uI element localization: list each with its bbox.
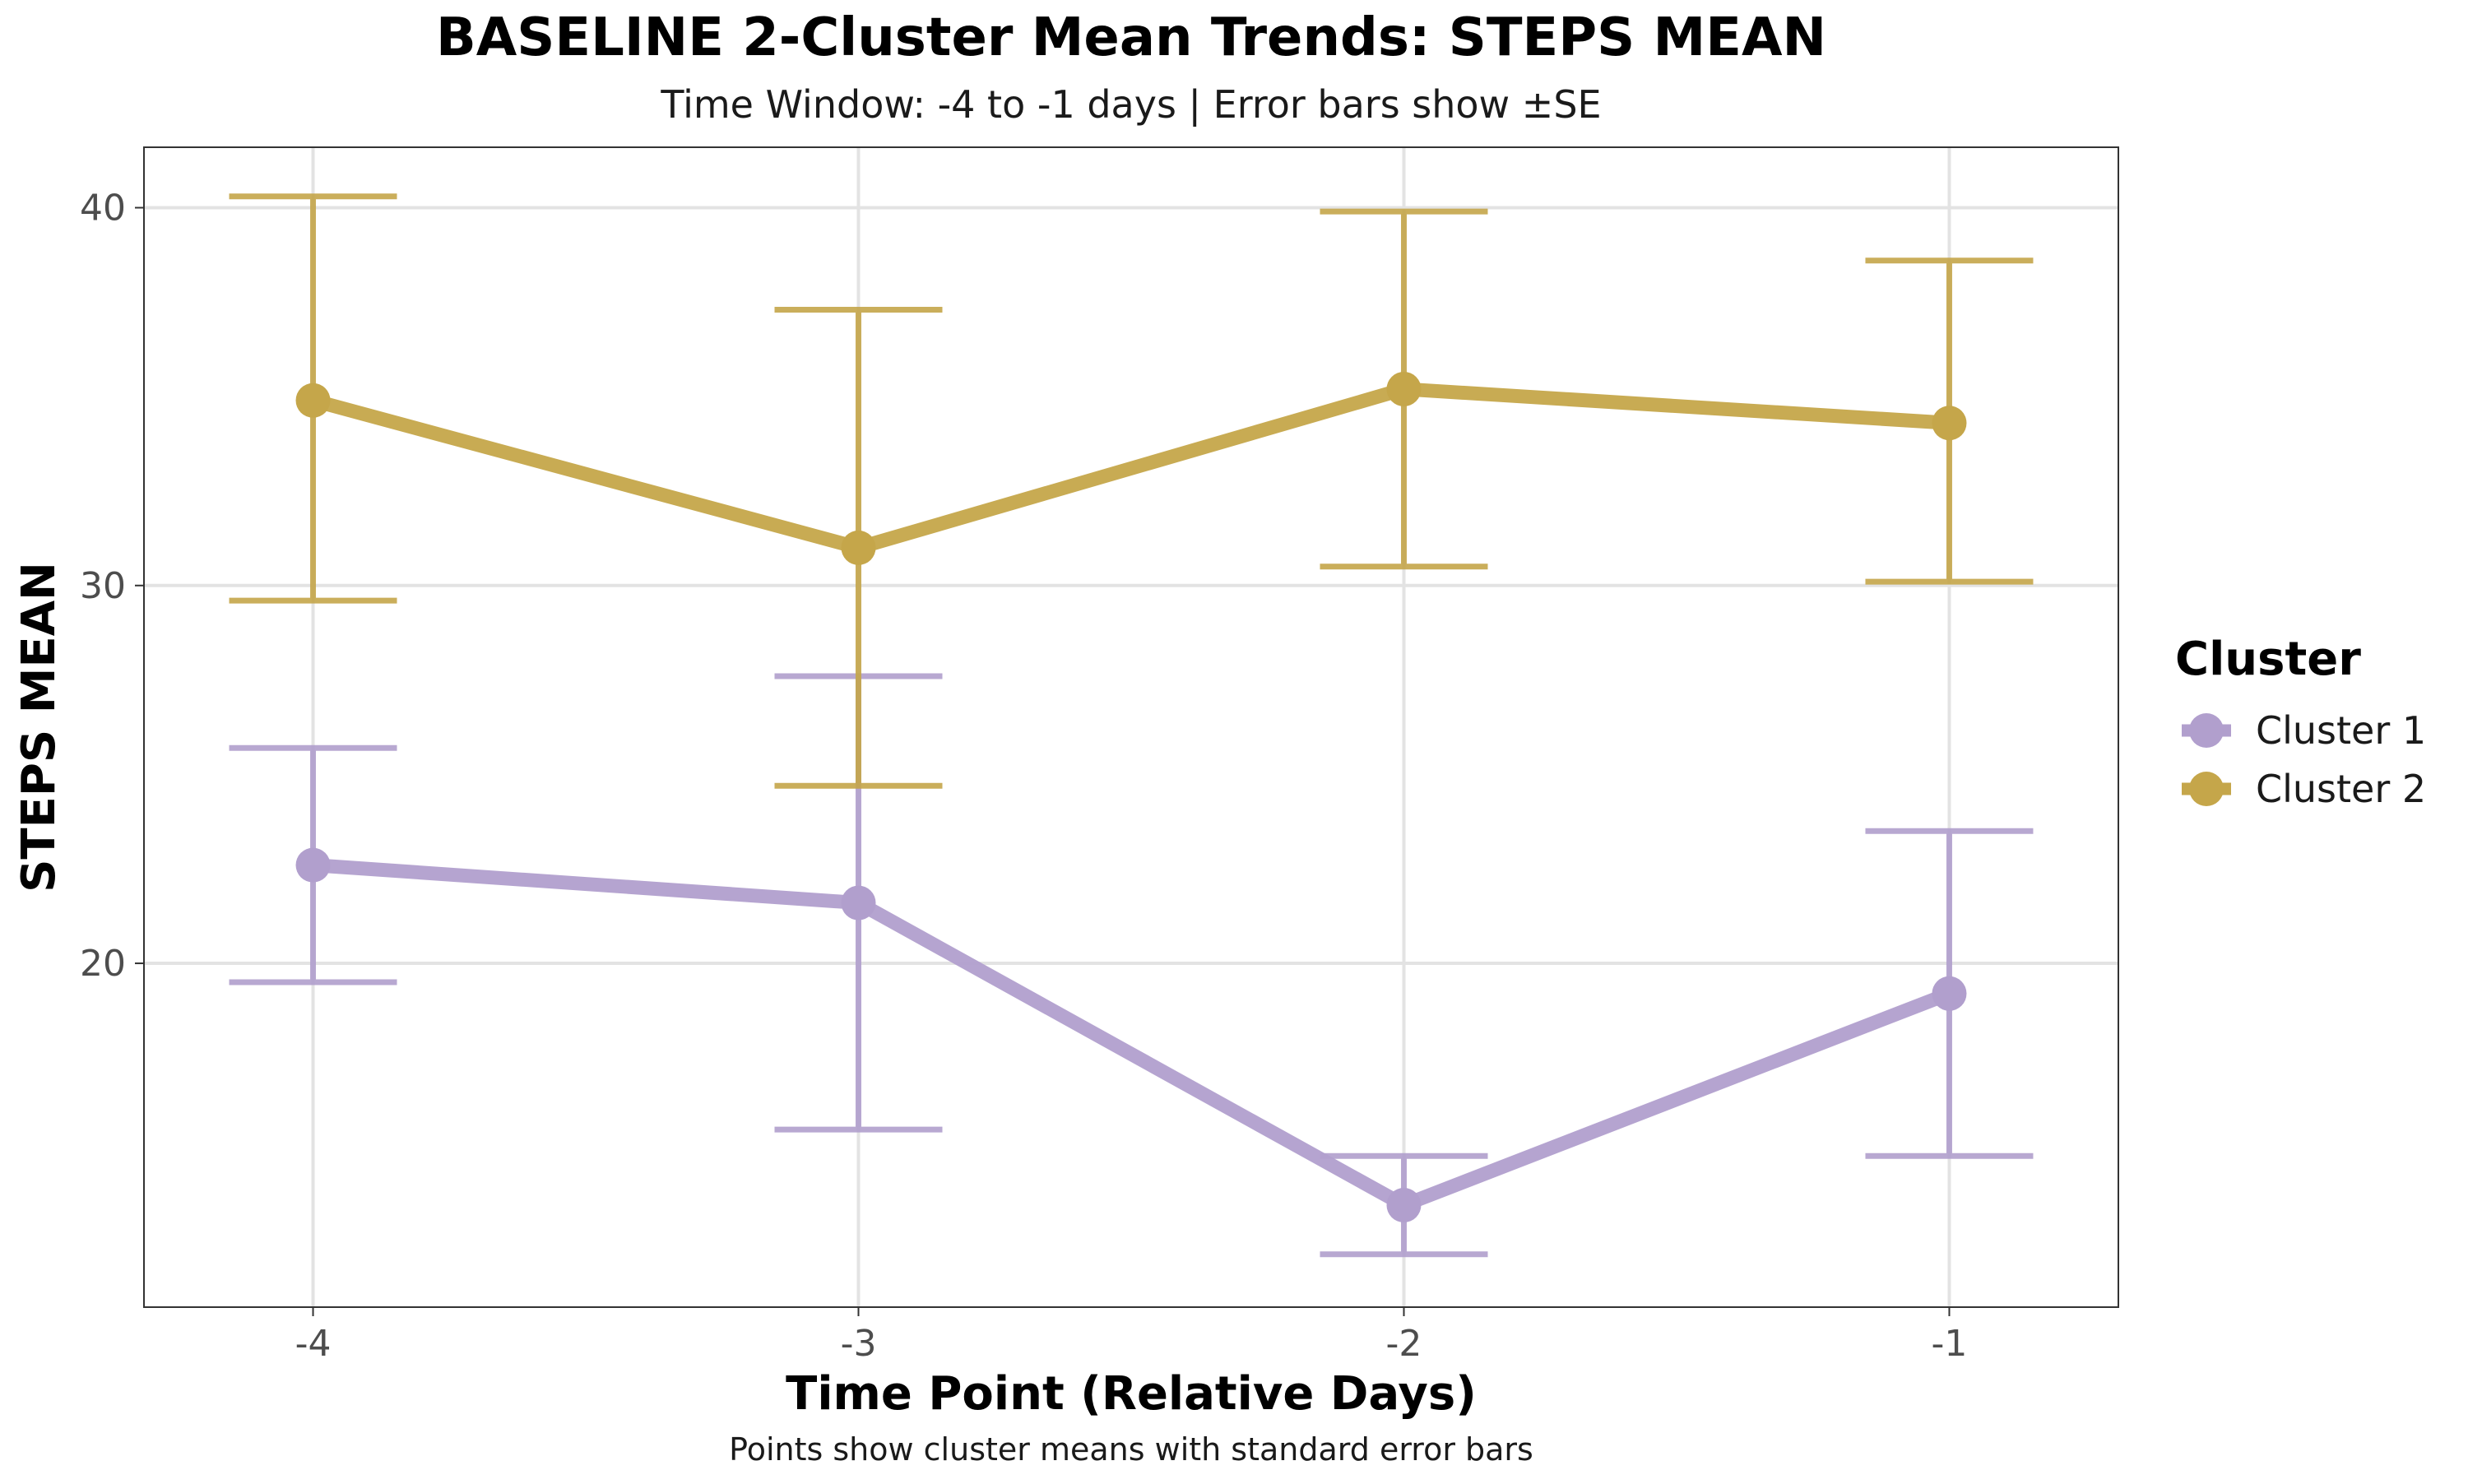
series-1 [229,673,2034,1258]
series-layer [229,193,2034,1258]
x-tick-label: -2 [1386,1323,1422,1365]
data-point [295,847,331,883]
series-line [311,382,1951,555]
y-axis-title: STEPS MEAN [12,562,66,893]
legend-item-cluster-2: Cluster 2 [2182,767,2426,811]
grid [144,147,2118,1307]
chart-subtitle: Time Window: -4 to -1 days | Error bars … [660,82,1601,128]
series-line [312,858,1952,1213]
data-point [1932,976,1967,1011]
x-axis-ticks: -4 -3 -2 -1 [295,1307,1968,1365]
legend-key-point [2189,772,2224,806]
x-axis-title: Time Point (Relative Days) [786,1367,1477,1421]
chart-caption: Points show cluster means with standard … [729,1431,1533,1468]
x-tick-label: -3 [841,1323,877,1365]
data-point [1386,1187,1422,1222]
y-tick-label: 20 [80,943,126,985]
legend-title: Cluster [2175,633,2361,686]
legend-label: Cluster 2 [2256,767,2426,811]
legend-item-cluster-1: Cluster 1 [2182,708,2426,753]
data-point [841,885,876,921]
data-point [841,530,876,565]
plot-panel-border [143,146,2119,1308]
x-tick-label: -1 [1932,1323,1968,1365]
legend-items: Cluster 1 Cluster 2 [2182,708,2426,811]
y-axis-ticks: 20 30 40 [80,187,144,985]
legend-key-point [2189,713,2224,748]
x-tick-label: -4 [295,1323,332,1365]
y-tick-label: 40 [80,187,126,229]
chart-title: BASELINE 2-Cluster Mean Trends: STEPS ME… [436,7,1826,68]
data-point [1386,371,1422,406]
series-2 [229,193,2034,789]
y-tick-label: 30 [80,565,126,607]
data-point [1932,406,1967,441]
legend-label: Cluster 1 [2256,708,2426,753]
legend: Cluster Cluster 1 Cluster 2 [2175,633,2426,811]
data-point [295,383,331,418]
